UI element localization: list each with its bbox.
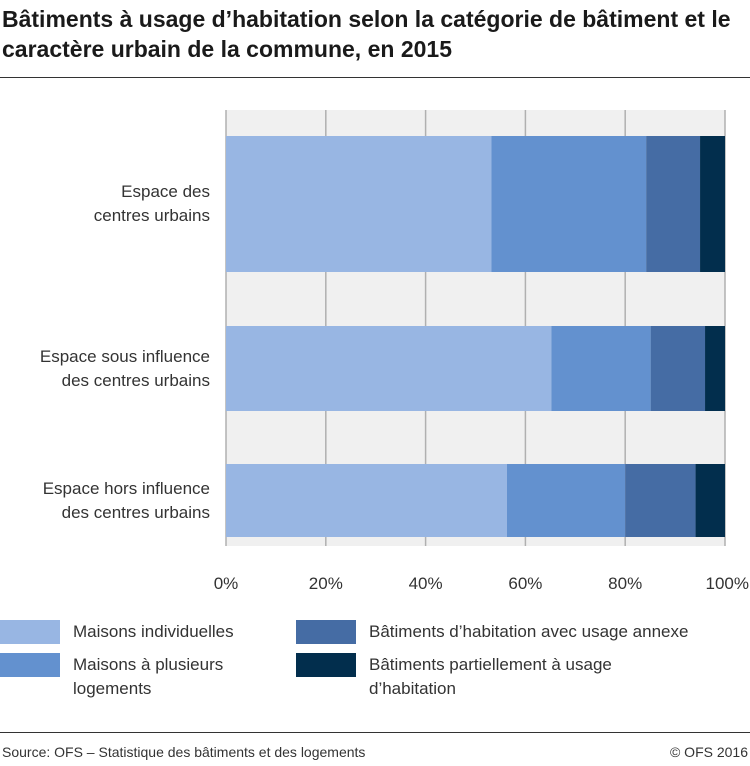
category-label: Espace sous influence des centres urbains <box>40 345 210 393</box>
category-label-line: Espace sous influence <box>39 346 210 366</box>
x-tick-label: 0% <box>214 574 239 593</box>
x-tick-label: 80% <box>608 574 642 593</box>
legend-label-line: logements <box>73 679 152 698</box>
legend-item: Bâtiments partiellement à usage d’habitat… <box>296 653 612 701</box>
category-label: Espace des centres urbains <box>94 180 210 228</box>
copyright-text: © OFS 2016 <box>669 744 748 760</box>
category-label-line: Espace des <box>121 182 210 201</box>
x-tick-label: 40% <box>409 574 443 593</box>
category-label-line: des centres urbains <box>61 502 210 522</box>
legend-item: Maisons individuelles <box>0 620 234 644</box>
x-tick-label: 100% <box>706 574 749 593</box>
bar-segment <box>705 326 725 411</box>
source-text: Source: OFS – Statistique des bâtiments … <box>2 744 366 760</box>
x-tick-label: 20% <box>309 574 343 593</box>
category-label-line: centres urbains <box>93 206 210 225</box>
bar-segment <box>226 326 552 411</box>
legend-label-line: Maisons à plusieurs <box>73 655 224 674</box>
x-tick-label: 60% <box>508 574 542 593</box>
legend-label: Bâtiments d’habitation avec usage annexe <box>369 620 688 644</box>
category-label-line: Espace hors influence <box>42 478 210 498</box>
legend-label: Maisons à plusieurs logements <box>73 653 223 701</box>
legend-label-line: Maisons individuelles <box>73 622 234 641</box>
bar-segment <box>491 136 647 272</box>
legend-swatch <box>296 620 356 644</box>
bar-segment <box>646 136 701 272</box>
title-divider <box>0 77 750 78</box>
legend-label: Maisons individuelles <box>73 620 234 644</box>
legend-label: Bâtiments partiellement à usage d’habitat… <box>369 653 612 701</box>
legend-item: Maisons à plusieurs logements <box>0 653 223 701</box>
bar-segment <box>700 136 725 272</box>
legend-swatch <box>0 653 60 677</box>
bar-segment <box>226 464 507 537</box>
bar-segment <box>625 464 696 537</box>
bar-segment <box>226 136 492 272</box>
legend-label-line: Bâtiments partiellement à usage <box>369 655 612 674</box>
bar-segment <box>551 326 651 411</box>
bar-segment <box>695 464 725 537</box>
legend-swatch <box>296 653 356 677</box>
legend-item: Bâtiments d’habitation avec usage annexe <box>296 620 688 644</box>
legend-label-line: Bâtiments d’habitation avec usage annexe <box>369 622 689 641</box>
bar-segment <box>506 464 626 537</box>
category-label: Espace hors influence des centres urbains <box>43 477 210 525</box>
category-label-line: des centres urbains <box>61 370 210 390</box>
chart-title: Bâtiments à usage d’habitation selon la … <box>2 6 731 62</box>
footer-divider <box>0 732 750 733</box>
legend-label-line: d’habitation <box>369 679 456 698</box>
legend-swatch <box>0 620 60 644</box>
bar-segment <box>650 326 706 411</box>
